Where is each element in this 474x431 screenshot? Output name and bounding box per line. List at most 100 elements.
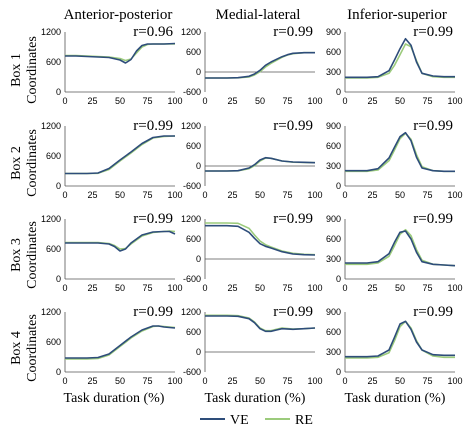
y-tick-label: 0 <box>56 367 61 377</box>
y-tick-label: 900 <box>326 27 341 37</box>
x-tick-label: 50 <box>395 283 405 293</box>
row-coord-label: Coordinates <box>25 36 40 104</box>
x-tick-label: 0 <box>342 376 347 386</box>
y-tick-label: 0 <box>336 367 341 377</box>
x-tick-label: 50 <box>255 376 265 386</box>
series-line-re <box>205 51 315 79</box>
x-axis-label-col-3: Task duration (%) <box>345 391 446 406</box>
y-tick-label: 600 <box>186 141 201 151</box>
series-line-ve <box>205 156 316 172</box>
x-tick-label: 50 <box>115 283 125 293</box>
y-tick-label: 600 <box>46 244 61 254</box>
x-tick-label: 25 <box>87 190 97 200</box>
series-line-re <box>345 228 456 267</box>
x-tick-label: 0 <box>202 283 207 293</box>
correlation-label: r=0.99 <box>273 304 313 320</box>
y-tick-label: 0 <box>56 274 61 284</box>
column-title-inferior-superior: Inferior-superior <box>347 7 447 23</box>
x-tick-label: 100 <box>167 283 182 293</box>
row-label-box-4: Box 4 Coordinates <box>9 314 40 382</box>
y-tick-label: 0 <box>196 347 201 357</box>
panel-box3-col1: 0 600 1200 0 25 50 75 100 r=0.99 <box>41 211 183 293</box>
x-tick-label: 100 <box>447 96 462 106</box>
y-tick-label: 1200 <box>41 121 61 131</box>
series-line-re <box>65 135 176 175</box>
x-tick-label: 50 <box>395 190 405 200</box>
x-tick-label: 75 <box>422 376 432 386</box>
y-tick-label: 600 <box>326 327 341 337</box>
x-tick-label: 0 <box>202 376 207 386</box>
x-tick-label: 50 <box>395 96 405 106</box>
y-tick-label: 600 <box>186 327 201 337</box>
legend-label-re: RE <box>295 413 313 428</box>
x-tick-label: 25 <box>87 283 97 293</box>
correlation-label: r=0.99 <box>133 304 173 320</box>
x-tick-label: 25 <box>227 190 237 200</box>
y-tick-label: 0 <box>56 87 61 97</box>
row-label-box-2: Box 2 Coordinates <box>9 129 40 197</box>
y-tick-label: 600 <box>186 234 201 244</box>
series-line-re <box>345 320 455 359</box>
x-tick-label: 100 <box>307 376 322 386</box>
y-tick-label: 0 <box>56 181 61 191</box>
y-tick-label: 600 <box>186 47 201 57</box>
x-tick-label: 0 <box>342 283 347 293</box>
series-line-re <box>65 43 175 62</box>
x-tick-label: 100 <box>307 96 322 106</box>
x-tick-label: 75 <box>142 283 152 293</box>
x-tick-label: 50 <box>115 190 125 200</box>
x-tick-label: 50 <box>115 376 125 386</box>
y-tick-label: 600 <box>326 141 341 151</box>
y-tick-label: -600 <box>183 87 201 97</box>
series-line-re <box>65 325 176 360</box>
x-tick-label: 25 <box>87 96 97 106</box>
correlation-label: r=0.99 <box>413 304 453 320</box>
y-tick-label: 1200 <box>181 307 201 317</box>
series-line-ve <box>65 135 175 175</box>
y-tick-label: 0 <box>336 181 341 191</box>
x-tick-label: 25 <box>227 283 237 293</box>
y-tick-label: 1200 <box>41 307 61 317</box>
x-tick-label: 25 <box>227 96 237 106</box>
y-tick-label: 0 <box>336 87 341 97</box>
x-tick-label: 75 <box>282 376 292 386</box>
y-tick-label: 0 <box>336 274 341 284</box>
x-tick-label: 100 <box>167 376 182 386</box>
series-line-re <box>205 222 316 256</box>
x-axis-label-col-1: Task duration (%) <box>64 391 165 406</box>
row-coord-label: Coordinates <box>25 129 40 197</box>
y-tick-label: 300 <box>326 347 341 357</box>
series-line-ve <box>205 315 316 333</box>
x-tick-label: 25 <box>227 376 237 386</box>
x-tick-label: 100 <box>307 283 322 293</box>
x-tick-label: 0 <box>342 96 347 106</box>
x-tick-label: 0 <box>342 190 347 200</box>
y-tick-label: 600 <box>326 47 341 57</box>
x-tick-label: 100 <box>167 96 182 106</box>
y-tick-label: -600 <box>183 274 201 284</box>
x-tick-label: 50 <box>395 376 405 386</box>
y-tick-label: 1200 <box>41 27 61 37</box>
series-line-ve <box>345 230 456 267</box>
y-tick-label: -600 <box>183 367 201 377</box>
series-line-ve <box>345 131 455 173</box>
y-tick-label: 1200 <box>181 27 201 37</box>
x-tick-label: 25 <box>367 190 377 200</box>
x-tick-label: 100 <box>447 376 462 386</box>
series-line-ve <box>345 37 455 79</box>
x-tick-label: 100 <box>447 283 462 293</box>
x-tick-label: 75 <box>282 190 292 200</box>
series-line-ve <box>65 230 176 252</box>
x-tick-label: 0 <box>62 376 67 386</box>
y-tick-label: 600 <box>46 337 61 347</box>
y-tick-label: 0 <box>196 254 201 264</box>
correlation-label: r=0.99 <box>133 211 173 227</box>
y-tick-label: 0 <box>196 67 201 77</box>
column-title-anterior-posterior: Anterior-posterior <box>64 7 173 23</box>
x-tick-label: 75 <box>422 283 432 293</box>
row-box-label: Box 2 <box>9 146 24 180</box>
x-tick-label: 0 <box>62 283 67 293</box>
y-tick-label: 600 <box>46 151 61 161</box>
correlation-label: r=0.96 <box>133 24 173 40</box>
